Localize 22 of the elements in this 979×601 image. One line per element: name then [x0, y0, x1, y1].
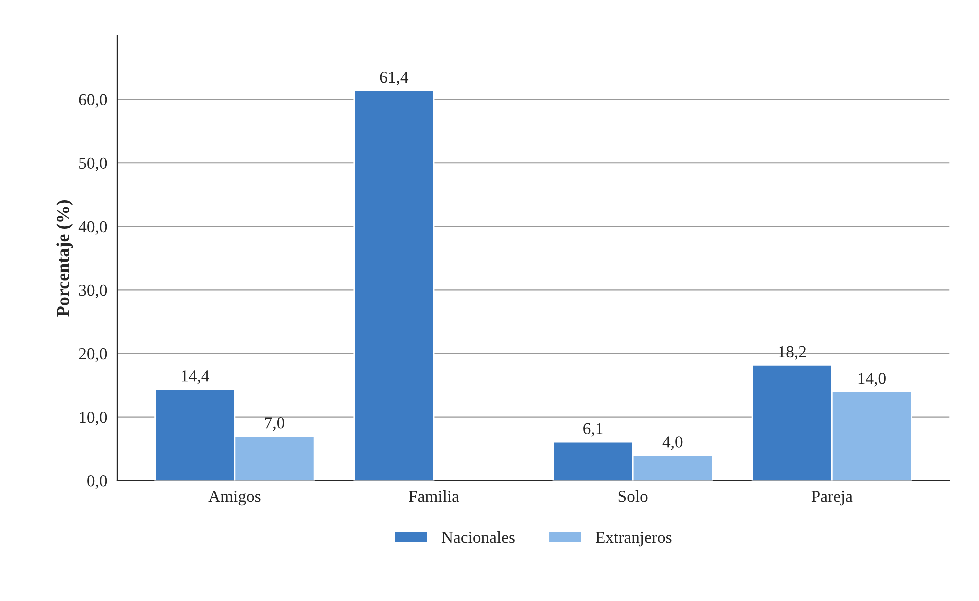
data-label: 7,0	[265, 418, 285, 432]
y-axis-title: Porcentaje (%)	[56, 200, 74, 317]
data-label: 4,0	[662, 436, 683, 450]
data-label: 6,1	[584, 423, 603, 437]
y-tick-label: 60,0	[79, 94, 108, 108]
y-tick-label: 40,0	[78, 221, 108, 236]
y-tick-label: 30,0	[79, 284, 108, 299]
data-label: 18,2	[779, 346, 806, 360]
y-tick-label: 20,0	[79, 348, 108, 362]
x-tick-label: Amigos	[208, 491, 261, 506]
x-tick-label: Familia	[409, 490, 460, 502]
data-label: 61,4	[380, 72, 409, 86]
x-tick-label: Pareja	[812, 491, 853, 506]
x-tick-label: Solo	[618, 490, 648, 502]
data-label: 14,0	[858, 373, 886, 387]
bar	[354, 90, 435, 481]
legend-label: Nacionales	[442, 531, 515, 544]
legend-label: Extranjeros	[596, 532, 672, 547]
data-label: 14,4	[182, 370, 210, 384]
y-tick-label: 0,0	[88, 476, 108, 490]
y-tick-label: 10,0	[80, 412, 108, 426]
y-tick-label: 50,0	[80, 158, 108, 172]
